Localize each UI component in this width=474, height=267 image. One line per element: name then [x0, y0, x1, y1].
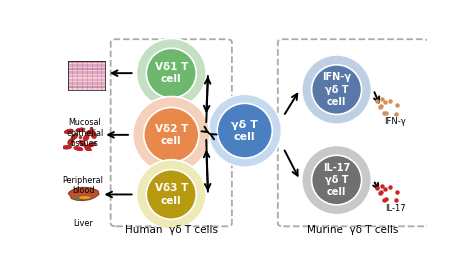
Text: Human  γδ T cells: Human γδ T cells — [125, 225, 218, 235]
Text: Liver: Liver — [73, 219, 93, 228]
Text: IFN-γ
γδ T
cell: IFN-γ γδ T cell — [322, 72, 351, 107]
Text: Murine  γδ T cells: Murine γδ T cells — [308, 225, 399, 235]
Ellipse shape — [301, 55, 372, 124]
Ellipse shape — [146, 48, 196, 98]
FancyBboxPatch shape — [278, 39, 428, 226]
Ellipse shape — [311, 155, 362, 205]
Text: IL-17: IL-17 — [385, 204, 406, 213]
Text: Vδ1 T
cell: Vδ1 T cell — [155, 62, 188, 84]
Ellipse shape — [146, 170, 196, 219]
Ellipse shape — [311, 65, 362, 115]
Text: IL-17
γδ T
cell: IL-17 γδ T cell — [323, 163, 350, 198]
Ellipse shape — [301, 146, 372, 215]
Text: Mucosal
epithelial
tissues: Mucosal epithelial tissues — [66, 118, 104, 148]
Ellipse shape — [208, 94, 282, 167]
Text: Vδ3 T
cell: Vδ3 T cell — [155, 183, 188, 206]
Ellipse shape — [144, 107, 199, 162]
Text: γδ T
cell: γδ T cell — [231, 120, 258, 142]
Ellipse shape — [217, 103, 272, 158]
Text: Vδ2 T
cell: Vδ2 T cell — [155, 124, 188, 146]
Text: Peripheral
blood: Peripheral blood — [63, 176, 103, 195]
Ellipse shape — [137, 160, 206, 229]
Ellipse shape — [133, 96, 210, 173]
Ellipse shape — [137, 38, 206, 108]
FancyBboxPatch shape — [110, 39, 232, 226]
Text: IFN-γ: IFN-γ — [384, 117, 406, 126]
